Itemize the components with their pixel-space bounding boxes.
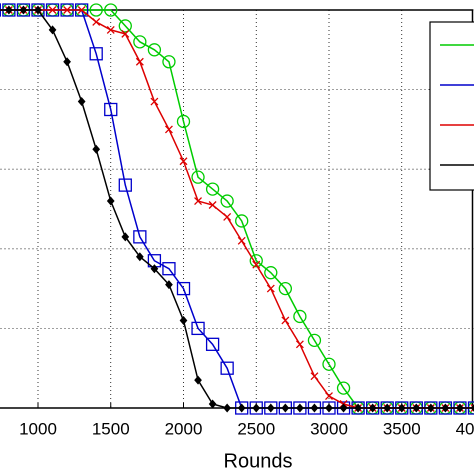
point <box>118 19 132 33</box>
point <box>106 25 115 34</box>
point <box>191 170 205 184</box>
point <box>281 316 290 325</box>
point <box>383 403 392 413</box>
point <box>223 213 232 221</box>
x-tick-label: 1000 <box>19 419 57 438</box>
point <box>470 404 474 412</box>
point <box>133 230 147 244</box>
point <box>121 232 130 242</box>
plot-area <box>0 10 474 408</box>
point <box>296 403 304 413</box>
point <box>252 403 261 413</box>
point <box>147 43 162 57</box>
point <box>412 403 421 413</box>
point <box>150 264 159 274</box>
x-tick-label: 1500 <box>92 419 130 438</box>
x-tick-label: 3000 <box>310 419 348 438</box>
point <box>470 404 474 412</box>
point <box>5 5 13 15</box>
point <box>235 214 249 228</box>
point <box>252 260 261 269</box>
x-axis-label: Rounds <box>224 450 293 472</box>
legend-box <box>429 21 474 191</box>
plot-frame <box>0 9 474 409</box>
point <box>150 97 159 106</box>
point <box>441 403 450 413</box>
point <box>104 102 118 117</box>
point <box>266 284 275 293</box>
point <box>339 403 348 413</box>
point <box>191 321 205 336</box>
point <box>278 281 293 296</box>
point <box>325 392 333 401</box>
point <box>106 196 115 206</box>
point <box>281 403 290 413</box>
point <box>133 35 147 49</box>
point <box>179 157 188 166</box>
point <box>249 254 263 268</box>
x-tick-label: 2500 <box>237 419 275 438</box>
point <box>176 114 191 129</box>
point <box>165 280 173 290</box>
point <box>77 97 86 107</box>
point <box>63 57 71 67</box>
point <box>118 178 132 192</box>
legend <box>429 21 474 191</box>
point <box>208 201 217 209</box>
point <box>19 5 28 15</box>
point <box>92 17 101 26</box>
point <box>336 381 351 395</box>
point <box>205 182 220 196</box>
point <box>223 403 232 413</box>
point <box>89 3 103 17</box>
point <box>77 6 86 14</box>
point <box>266 403 275 413</box>
point <box>220 194 234 208</box>
point <box>89 47 103 61</box>
point <box>295 340 304 349</box>
series <box>0 5 474 413</box>
point <box>208 399 217 409</box>
point <box>162 262 176 276</box>
point <box>176 281 191 296</box>
point <box>310 372 319 381</box>
point <box>34 5 42 15</box>
point <box>104 3 118 17</box>
point <box>293 309 307 324</box>
point <box>325 403 333 413</box>
point <box>179 315 188 325</box>
point <box>307 333 322 347</box>
point <box>220 361 234 375</box>
point <box>397 403 406 413</box>
point <box>368 403 377 413</box>
point <box>237 403 246 413</box>
point <box>194 197 203 205</box>
point <box>456 403 464 413</box>
point <box>264 266 278 280</box>
point <box>194 375 202 385</box>
x-tick-label: 3500 <box>383 419 421 438</box>
point <box>121 29 130 38</box>
point <box>354 403 362 413</box>
point <box>322 357 336 371</box>
point <box>63 6 72 14</box>
point <box>48 6 57 14</box>
point <box>237 236 246 245</box>
point <box>135 57 144 66</box>
point <box>92 144 101 154</box>
x-tick-label: 2000 <box>165 419 203 438</box>
point <box>310 403 319 413</box>
point <box>205 337 220 351</box>
point <box>48 25 57 35</box>
point <box>162 55 176 69</box>
point <box>164 125 173 134</box>
x-tick-label: 4000 <box>456 419 474 438</box>
point <box>135 252 144 262</box>
point <box>426 403 435 413</box>
